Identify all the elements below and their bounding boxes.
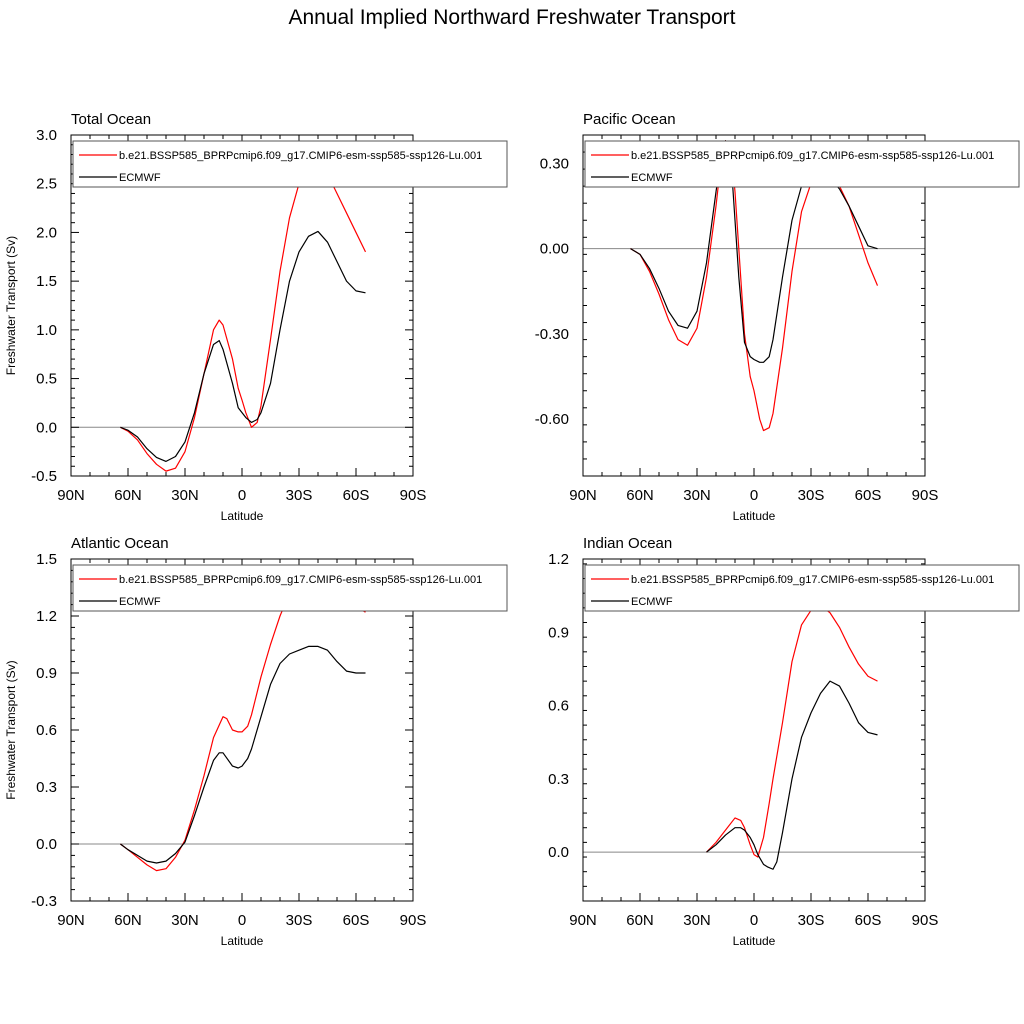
model-series-line bbox=[706, 604, 878, 858]
y-tick-label: 1.5 bbox=[36, 273, 57, 290]
x-tick-label: 90N bbox=[57, 912, 85, 929]
panel-title: Indian Ocean bbox=[583, 535, 672, 552]
x-tick-label: 90N bbox=[569, 912, 597, 929]
x-tick-label: 60S bbox=[855, 487, 882, 504]
legend-model-label: b.e21.BSSP585_BPRPcmip6.f09_g17.CMIP6-es… bbox=[119, 574, 482, 586]
y-tick-label: -0.60 bbox=[535, 411, 569, 428]
x-axis-label: Latitude bbox=[221, 509, 264, 523]
y-tick-label: 0.0 bbox=[548, 844, 569, 861]
legend-box bbox=[72, 140, 508, 188]
x-tick-label: 30N bbox=[683, 487, 711, 504]
legend-model-label: b.e21.BSSP585_BPRPcmip6.f09_g17.CMIP6-es… bbox=[631, 150, 994, 162]
x-tick-label: 90S bbox=[400, 487, 427, 504]
legend-model-label: b.e21.BSSP585_BPRPcmip6.f09_g17.CMIP6-es… bbox=[119, 150, 482, 162]
y-tick-label: 0.9 bbox=[548, 624, 569, 641]
x-tick-label: 90S bbox=[400, 912, 427, 929]
legend: b.e21.BSSP585_BPRPcmip6.f09_g17.CMIP6-es… bbox=[584, 140, 1020, 188]
x-tick-label: 60N bbox=[114, 912, 142, 929]
x-axis-label: Latitude bbox=[733, 509, 776, 523]
x-tick-label: 60N bbox=[626, 487, 654, 504]
y-axis-label: Freshwater Transport (Sv) bbox=[4, 236, 18, 375]
x-tick-label: 30N bbox=[683, 912, 711, 929]
x-tick-label: 90S bbox=[912, 487, 939, 504]
panel-pacific-ocean: 90N 60N 30N 0 30S 60S 90S -0.60 -0.30 0.00 0.30 Pac… bbox=[535, 111, 1020, 523]
x-tick-label: 30S bbox=[798, 912, 825, 929]
model-series-line bbox=[120, 569, 366, 872]
y-tick-label: 1.2 bbox=[36, 608, 57, 625]
legend-ecmwf-label: ECMWF bbox=[631, 172, 673, 184]
y-tick-label: 0.30 bbox=[540, 155, 569, 172]
legend-ecmwf-label: ECMWF bbox=[119, 172, 161, 184]
y-tick-label: 1.2 bbox=[548, 551, 569, 568]
x-tick-label: 30N bbox=[171, 487, 199, 504]
x-tick-label: 90N bbox=[569, 487, 597, 504]
x-tick-label: 0 bbox=[750, 912, 758, 929]
y-tick-label: 0.0 bbox=[36, 836, 57, 853]
panel-title: Atlantic Ocean bbox=[71, 535, 169, 552]
x-tick-label: 30N bbox=[171, 912, 199, 929]
x-tick-label: 90S bbox=[912, 912, 939, 929]
y-tick-label: 0.9 bbox=[36, 665, 57, 682]
x-tick-label: 0 bbox=[238, 487, 246, 504]
model-series-line bbox=[120, 163, 367, 472]
panel-total-ocean: 90N 60N 30N 0 30S 60S 90S -0.5 0.0 0.5 1.0 1.5 2.0 2.… bbox=[4, 111, 508, 523]
y-tick-label: 0.5 bbox=[36, 371, 57, 388]
x-tick-label: 30S bbox=[798, 487, 825, 504]
y-tick-label: -0.5 bbox=[31, 468, 57, 485]
x-tick-label: 60S bbox=[343, 912, 370, 929]
ecmwf-series-line bbox=[120, 645, 366, 864]
x-tick-label: 60S bbox=[343, 487, 370, 504]
panel-title: Total Ocean bbox=[71, 111, 151, 128]
x-axis-label: Latitude bbox=[221, 934, 264, 948]
main-title: Annual Implied Northward Freshwater Tran… bbox=[288, 6, 736, 29]
panel-indian-ocean: 90N 60N 30N 0 30S 60S 90S 0.0 0.3 0.6 0.9 1.2 Indian… bbox=[548, 535, 1020, 948]
x-tick-label: 30S bbox=[286, 912, 313, 929]
x-tick-label: 60S bbox=[855, 912, 882, 929]
y-tick-label: 0.3 bbox=[548, 771, 569, 788]
y-tick-label: 3.0 bbox=[36, 127, 57, 144]
legend-ecmwf-label: ECMWF bbox=[119, 596, 161, 608]
y-tick-label: 1.5 bbox=[36, 551, 57, 568]
y-tick-label: 0.0 bbox=[36, 419, 57, 436]
y-tick-label: 0.6 bbox=[548, 698, 569, 715]
legend-box bbox=[72, 564, 508, 612]
legend: b.e21.BSSP585_BPRPcmip6.f09_g17.CMIP6-es… bbox=[72, 140, 508, 188]
legend: b.e21.BSSP585_BPRPcmip6.f09_g17.CMIP6-es… bbox=[584, 564, 1020, 612]
y-tick-label: 1.0 bbox=[36, 322, 57, 339]
ecmwf-series-line bbox=[706, 680, 878, 870]
x-tick-label: 90N bbox=[57, 487, 85, 504]
legend: b.e21.BSSP585_BPRPcmip6.f09_g17.CMIP6-es… bbox=[72, 564, 508, 612]
legend-model-label: b.e21.BSSP585_BPRPcmip6.f09_g17.CMIP6-es… bbox=[631, 574, 994, 586]
y-axis-label: Freshwater Transport (Sv) bbox=[4, 660, 18, 799]
ecmwf-series-line bbox=[120, 230, 366, 462]
x-tick-label: 60N bbox=[626, 912, 654, 929]
y-tick-label: 0.3 bbox=[36, 779, 57, 796]
x-tick-label: 30S bbox=[286, 487, 313, 504]
legend-box bbox=[584, 564, 1020, 612]
x-axis-label: Latitude bbox=[733, 934, 776, 948]
y-tick-label: -0.30 bbox=[535, 326, 569, 343]
legend-box bbox=[584, 140, 1020, 188]
legend-ecmwf-label: ECMWF bbox=[631, 596, 673, 608]
panel-title: Pacific Ocean bbox=[583, 111, 676, 128]
x-tick-label: 0 bbox=[238, 912, 246, 929]
panel-atlantic-ocean: 90N 60N 30N 0 30S 60S 90S -0.3 0.0 0.3 0.6 0.9 1.2 1.… bbox=[4, 535, 508, 948]
y-tick-label: -0.3 bbox=[31, 893, 57, 910]
y-tick-label: 0.00 bbox=[540, 241, 569, 258]
x-tick-label: 0 bbox=[750, 487, 758, 504]
y-tick-label: 2.5 bbox=[36, 176, 57, 193]
x-tick-label: 60N bbox=[114, 487, 142, 504]
y-tick-label: 0.6 bbox=[36, 722, 57, 739]
y-tick-label: 2.0 bbox=[36, 224, 57, 241]
